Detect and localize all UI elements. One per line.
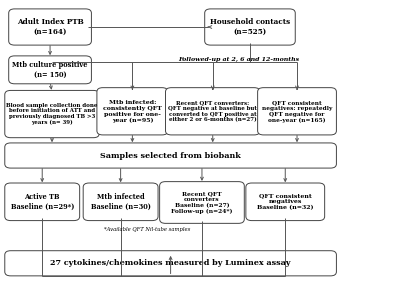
FancyBboxPatch shape	[83, 183, 158, 221]
FancyBboxPatch shape	[246, 183, 325, 221]
Text: 27 cytokines/chemokines measured by Luminex assay: 27 cytokines/chemokines measured by Lumi…	[50, 259, 291, 267]
Text: Recent QFT
converters
Baseline (n=27)
Follow-up (n=24*): Recent QFT converters Baseline (n=27) Fo…	[171, 191, 233, 214]
FancyBboxPatch shape	[205, 9, 295, 45]
FancyBboxPatch shape	[160, 182, 244, 223]
Text: Household contacts
(n=525): Household contacts (n=525)	[210, 18, 290, 36]
FancyBboxPatch shape	[166, 88, 260, 135]
Text: Adult Index PTB
(n=164): Adult Index PTB (n=164)	[17, 18, 84, 36]
Text: QFT consistent
negatives
Baseline (n=32): QFT consistent negatives Baseline (n=32)	[257, 193, 314, 210]
Text: Mtb infected
Baseline (n=30): Mtb infected Baseline (n=30)	[91, 193, 150, 210]
Text: QFT consistent
negatives: repeatedly
QFT negative for
one-year (n=165): QFT consistent negatives: repeatedly QFT…	[262, 100, 332, 123]
Text: Mtb infected:
consistently QFT
positive for one-
year (n=95): Mtb infected: consistently QFT positive …	[103, 100, 162, 123]
FancyBboxPatch shape	[5, 251, 336, 276]
Text: Blood sample collection done
before initiation of ATT and
previously diagnosed T: Blood sample collection done before init…	[6, 103, 98, 125]
Text: Followed-up at 2, 6 and 12-months: Followed-up at 2, 6 and 12-months	[179, 57, 300, 62]
Text: Recent QFT converters:
QFT negative at baseline but
converted to QFT positive at: Recent QFT converters: QFT negative at b…	[168, 100, 257, 123]
FancyBboxPatch shape	[5, 91, 99, 138]
Text: Active TB
Baseline (n=29*): Active TB Baseline (n=29*)	[10, 193, 74, 210]
FancyBboxPatch shape	[5, 143, 336, 168]
Text: Samples selected from biobank: Samples selected from biobank	[100, 151, 241, 160]
FancyBboxPatch shape	[5, 183, 80, 221]
FancyBboxPatch shape	[9, 56, 92, 84]
Text: *Available QFT Nil-tube samples: *Available QFT Nil-tube samples	[104, 228, 190, 232]
Text: Mtb culture positive
(n= 150): Mtb culture positive (n= 150)	[12, 61, 88, 78]
FancyBboxPatch shape	[9, 9, 92, 45]
FancyBboxPatch shape	[258, 88, 336, 135]
FancyBboxPatch shape	[97, 88, 168, 135]
